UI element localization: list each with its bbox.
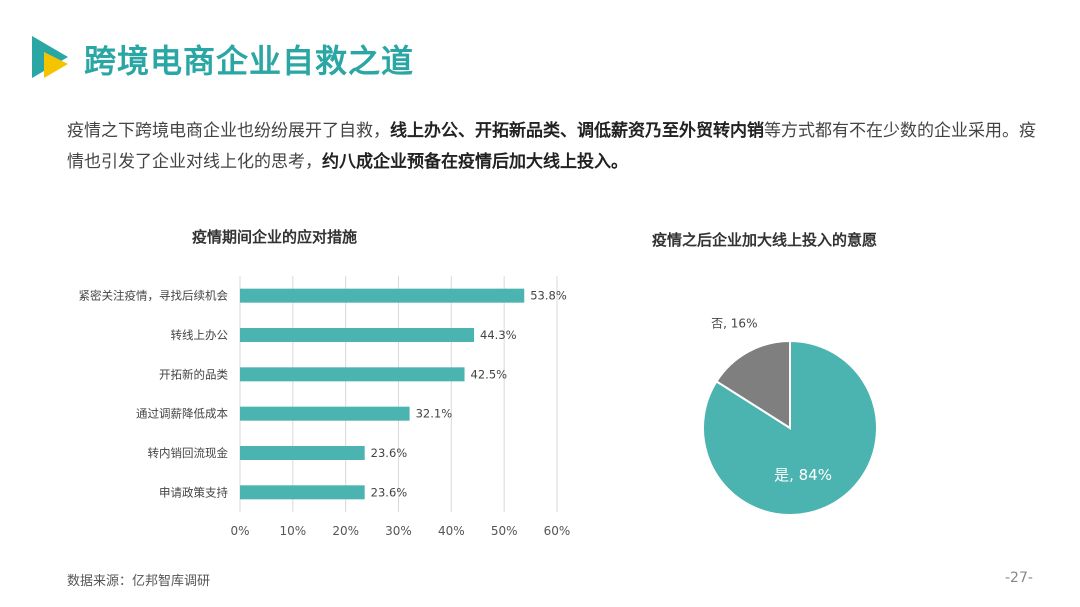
x-tick-label: 30% <box>385 524 412 538</box>
bar <box>240 328 475 342</box>
bar-chart-title: 疫情期间企业的应对措施 <box>192 228 358 246</box>
intro-paragraph: 疫情之下跨境电商企业也纷纷展开了自救，线上办公、开拓新品类、调低薪资乃至外贸转内… <box>67 116 1037 178</box>
x-tick-label: 60% <box>544 524 571 538</box>
x-tick-label: 0% <box>230 524 249 538</box>
bar-value-label: 42.5% <box>471 367 508 381</box>
pie-chart-title: 疫情之后企业加大线上投入的意愿 <box>652 231 878 249</box>
bar-value-label: 23.6% <box>371 485 408 499</box>
bar <box>240 288 525 303</box>
bar <box>240 367 465 382</box>
pie-slice-label: 是, 84% <box>774 466 832 484</box>
y-tick-label: 通过调薪降低成本 <box>136 407 228 421</box>
page-number: -27- <box>1005 570 1033 586</box>
x-tick-label: 20% <box>332 524 359 538</box>
pie-slice-label: 否, 16% <box>711 316 757 330</box>
x-tick-label: 50% <box>491 524 518 538</box>
bar <box>240 446 365 460</box>
bar-value-label: 23.6% <box>371 446 408 460</box>
logo-play-icon <box>32 36 68 78</box>
bar <box>240 406 410 421</box>
bar-value-label: 32.1% <box>416 407 453 421</box>
y-tick-label: 开拓新的品类 <box>159 367 228 381</box>
intro-text-1: 疫情之下跨境电商企业也纷纷展开了自救， <box>67 121 390 141</box>
bar-value-label: 44.3% <box>480 328 517 342</box>
y-tick-label: 紧密关注疫情，寻找后续机会 <box>79 289 229 303</box>
y-tick-label: 申请政策支持 <box>159 485 228 499</box>
intro-text-2: 等方式都有不在少数的企业采用。疫情也引发了企业对线上化的思考， <box>67 121 1036 172</box>
x-tick-label: 40% <box>438 524 465 538</box>
page-title: 跨境电商企业自救之道 <box>84 42 415 80</box>
bar <box>240 485 365 500</box>
bar-value-label: 53.8% <box>530 289 567 303</box>
x-tick-label: 10% <box>279 524 306 538</box>
intro-bold-1: 线上办公、开拓新品类、调低薪资乃至外贸转内销 <box>390 121 764 141</box>
intro-bold-2: 约八成企业预备在疫情后加大线上投入。 <box>322 152 628 172</box>
y-tick-label: 转内销回流现金 <box>148 446 229 460</box>
data-source: 数据来源：亿邦智库调研 <box>67 574 211 589</box>
y-tick-label: 转线上办公 <box>171 328 229 342</box>
pie-slice <box>715 339 791 430</box>
